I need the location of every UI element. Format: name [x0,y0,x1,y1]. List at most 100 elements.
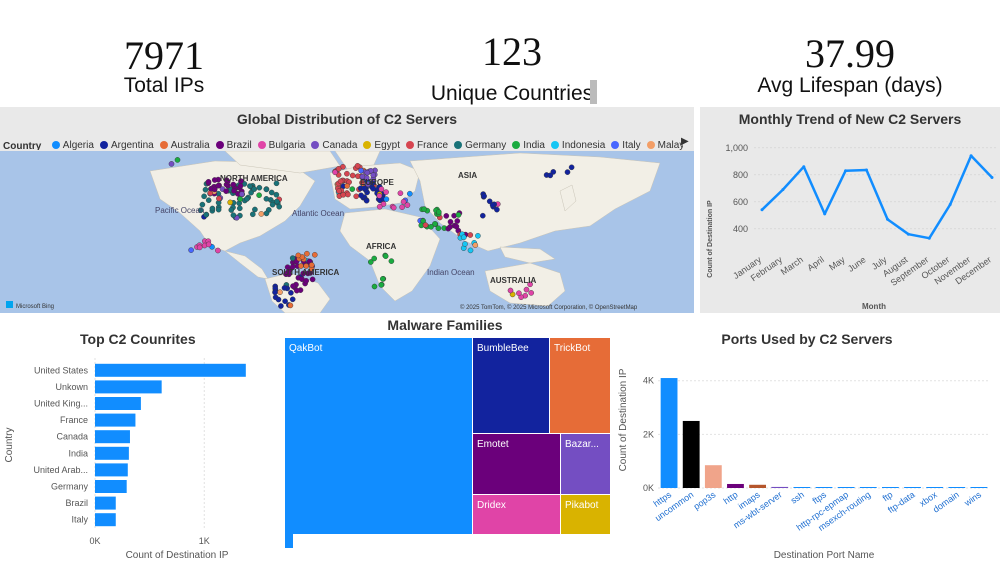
treemap-tile[interactable]: TrickBot [550,338,610,433]
map-point[interactable] [507,287,514,294]
map-legend-item[interactable]: Brazil [215,140,252,150]
map-point[interactable] [344,170,350,177]
map-point[interactable] [205,178,212,185]
country-bar[interactable] [95,480,127,493]
port-bar[interactable] [948,487,966,488]
map-legend-item[interactable]: Malaysia [646,140,683,150]
map-point[interactable] [256,184,263,191]
map-point[interactable] [199,201,206,208]
map-point[interactable] [349,172,356,179]
map-point[interactable] [227,199,233,206]
country-bar[interactable] [95,363,246,377]
map-point[interactable] [247,183,253,189]
port-bar[interactable] [771,486,789,488]
map-point[interactable] [379,276,386,282]
map-point[interactable] [364,169,371,176]
map-point[interactable] [239,191,245,197]
port-bar[interactable] [859,487,877,488]
map-point[interactable] [376,193,383,199]
country-bar[interactable] [95,430,130,444]
map-legend-item[interactable]: Italy [611,140,641,150]
map-point[interactable] [295,252,302,259]
map-point[interactable] [223,177,230,183]
map-point[interactable] [428,224,434,230]
map-point[interactable] [231,188,237,194]
map-point[interactable] [251,186,257,192]
map-point[interactable] [336,188,342,194]
treemap-tile[interactable]: BumbleBee [473,338,549,433]
map-point[interactable] [421,206,427,212]
data-point[interactable] [927,236,931,240]
map-point[interactable] [447,224,453,230]
map-point[interactable] [378,186,385,192]
map-legend-item[interactable]: Indonesia [550,140,605,150]
port-bar[interactable] [837,487,855,488]
map-point[interactable] [258,211,265,217]
data-point[interactable] [886,217,889,221]
map-point[interactable] [215,206,222,213]
data-point[interactable] [802,165,806,169]
map-point[interactable] [494,206,500,213]
map-point[interactable] [290,263,296,270]
map-point[interactable] [388,258,395,264]
port-bar[interactable] [904,487,921,488]
map-point[interactable] [289,296,296,303]
map-point[interactable] [168,161,175,167]
map-point[interactable] [400,198,407,205]
legend-scroll-right-icon[interactable]: ▶ [681,136,689,147]
map-point[interactable] [223,188,229,195]
map-point[interactable] [196,244,203,251]
map-point[interactable] [304,250,310,257]
port-bar[interactable] [881,487,899,488]
map-point[interactable] [237,196,243,202]
country-bar[interactable] [95,413,136,427]
map-point[interactable] [472,242,479,248]
map-point[interactable] [435,209,442,215]
map-point[interactable] [365,181,371,188]
port-bar[interactable] [749,484,767,488]
map-point[interactable] [455,212,462,218]
map-point[interactable] [236,205,243,212]
map-point[interactable] [547,172,554,179]
port-bar[interactable] [704,465,722,488]
map-point[interactable] [353,193,360,200]
map-legend-item[interactable]: Algeria [51,140,94,150]
map-point[interactable] [256,192,262,199]
map-point[interactable] [269,201,276,208]
map-point[interactable] [359,173,366,180]
map-point[interactable] [272,289,278,296]
map-point[interactable] [275,296,282,303]
country-bar[interactable] [95,397,141,410]
malware-treemap[interactable]: QakBot BumbleBee TrickBot Emotet Bazar... Dri… [285,338,610,534]
map-point[interactable] [404,202,411,208]
map-point[interactable] [263,196,270,202]
ports-chart[interactable]: Count of Destination IP Destination Port… [612,350,1000,564]
map-point[interactable] [215,182,222,189]
map-point[interactable] [237,183,244,189]
map-point[interactable] [447,219,454,225]
data-point[interactable] [781,188,785,192]
map-point[interactable] [399,204,405,211]
map-point[interactable] [516,290,522,296]
map-point[interactable] [288,289,294,296]
port-label[interactable]: ssh [789,489,806,505]
map-point[interactable] [486,198,493,205]
map-point[interactable] [383,189,389,195]
data-point[interactable] [760,208,764,212]
map-point[interactable] [371,255,378,262]
data-point[interactable] [865,168,868,172]
map-point[interactable] [298,263,304,269]
map-point[interactable] [460,234,467,241]
map-point[interactable] [453,223,460,230]
map-point[interactable] [435,225,442,231]
map-point[interactable] [209,205,216,212]
country-bar[interactable] [95,380,162,394]
port-bar[interactable] [970,487,988,488]
map-point[interactable] [361,185,368,192]
map-point[interactable] [337,178,344,185]
treemap-tile[interactable]: Emotet [473,434,560,494]
map-point[interactable] [248,189,254,196]
map-point[interactable] [203,211,209,218]
map-point[interactable] [462,241,468,247]
map-point[interactable] [380,201,387,207]
